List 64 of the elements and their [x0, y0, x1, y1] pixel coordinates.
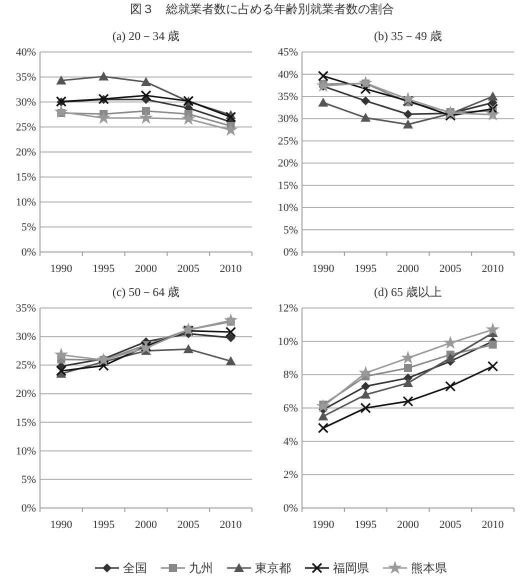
y-tick-label: 6% — [283, 402, 298, 415]
x-tick-label: 2000 — [397, 518, 420, 531]
y-tick-label: 35% — [16, 302, 36, 315]
y-tick-label: 10% — [16, 445, 36, 458]
y-tick-label: 25% — [278, 135, 298, 148]
x-tick-label: 2010 — [220, 518, 242, 531]
y-tick-label: 25% — [16, 122, 36, 134]
x-tick-label: 1990 — [50, 518, 73, 531]
legend-label: 熊本県 — [411, 561, 447, 575]
y-tick-label: 25% — [16, 360, 36, 372]
x-tick-label: 2005 — [439, 262, 462, 275]
y-tick-label: 40% — [278, 68, 298, 81]
x-tick-label: 1995 — [354, 262, 378, 275]
y-tick-label: 0% — [21, 246, 36, 259]
x-tick-label: 1995 — [92, 262, 116, 275]
x-tick-label: 2000 — [397, 262, 420, 275]
x-tick-label: 2010 — [482, 518, 504, 531]
y-tick-label: 2% — [283, 469, 298, 482]
y-tick-label: 0% — [283, 502, 298, 515]
y-tick-label: 5% — [21, 474, 36, 486]
x-tick-label: 2005 — [177, 262, 200, 275]
y-tick-label: 45% — [278, 46, 298, 59]
y-tick-label: 0% — [21, 502, 36, 515]
legend-label: 東京都 — [255, 561, 291, 575]
x-tick-label: 2010 — [220, 262, 242, 275]
y-tick-label: 5% — [283, 224, 298, 236]
y-tick-label: 20% — [16, 388, 36, 400]
y-tick-label: 30% — [16, 96, 36, 109]
y-tick-label: 15% — [16, 416, 36, 429]
y-tick-label: 40% — [16, 46, 36, 59]
y-tick-label: 20% — [16, 146, 36, 159]
legend-label: 福岡県 — [333, 561, 369, 575]
legend-label: 全国 — [123, 561, 147, 575]
x-tick-label: 1990 — [50, 262, 73, 275]
caption: 図３ 総就業者数に占める年齢別就業者数の割合 — [130, 2, 394, 16]
y-tick-label: 4% — [283, 436, 298, 448]
y-tick-label: 35% — [16, 72, 36, 84]
x-tick-label: 2005 — [177, 518, 200, 531]
chart-title: (c) 50－64 歳 — [112, 285, 180, 299]
y-tick-label: 10% — [278, 336, 298, 348]
y-tick-label: 30% — [278, 113, 298, 126]
y-tick-label: 5% — [21, 222, 36, 234]
y-tick-label: 20% — [278, 158, 298, 170]
x-tick-label: 2005 — [439, 518, 462, 531]
y-tick-label: 12% — [278, 302, 298, 315]
y-tick-label: 10% — [16, 196, 36, 209]
legend-label: 九州 — [189, 561, 213, 575]
x-tick-label: 2000 — [135, 518, 158, 531]
y-tick-label: 8% — [283, 369, 298, 382]
x-tick-label: 1995 — [92, 518, 116, 531]
y-tick-label: 35% — [278, 90, 298, 103]
chart-title: (d) 65 歳以上 — [374, 285, 442, 299]
chart-title: (a) 20－34 歳 — [112, 29, 180, 43]
y-tick-label: 10% — [278, 202, 298, 214]
y-tick-label: 15% — [278, 180, 298, 192]
x-tick-label: 1995 — [354, 518, 378, 531]
y-tick-label: 0% — [283, 246, 298, 259]
x-tick-label: 1990 — [312, 262, 335, 275]
y-tick-label: 15% — [16, 172, 36, 184]
x-tick-label: 2000 — [135, 262, 158, 275]
y-tick-label: 30% — [16, 331, 36, 344]
chart-title: (b) 35－49 歳 — [374, 29, 442, 43]
x-tick-label: 1990 — [312, 518, 335, 531]
x-tick-label: 2010 — [482, 262, 504, 275]
